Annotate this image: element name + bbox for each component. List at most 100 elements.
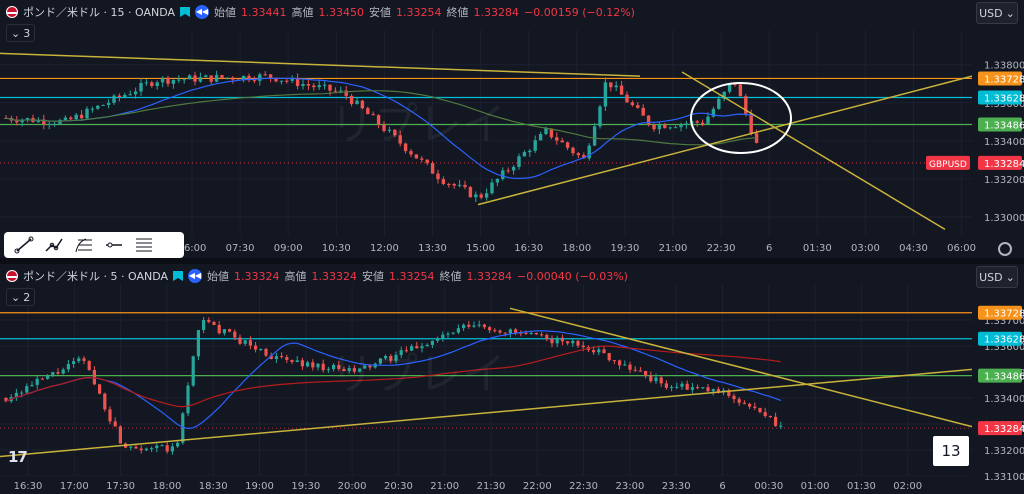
candle-body bbox=[744, 96, 748, 114]
path-tool[interactable] bbox=[44, 236, 64, 254]
candle-body bbox=[644, 370, 648, 376]
trend-line bbox=[681, 71, 946, 230]
chart-canvas-5m[interactable]: 1.337001.336001.335001.334001.333001.332… bbox=[0, 264, 1024, 494]
candle-body bbox=[399, 350, 403, 355]
candle-body bbox=[170, 446, 174, 452]
candle-body bbox=[404, 350, 408, 352]
chart-pane-15m[interactable]: 1.338001.336001.334001.332001.330001.337… bbox=[0, 0, 1024, 258]
candle-body bbox=[467, 324, 471, 327]
chart-pane-5m[interactable]: 1.337001.336001.335001.334001.333001.332… bbox=[0, 264, 1024, 494]
candle-body bbox=[4, 398, 8, 402]
candle-body bbox=[488, 327, 492, 331]
candle-body bbox=[456, 328, 460, 333]
candle-body bbox=[90, 108, 95, 110]
candle-body bbox=[503, 332, 507, 334]
candle-body bbox=[711, 389, 715, 392]
candle-body bbox=[360, 100, 365, 109]
candle-body bbox=[414, 154, 419, 159]
alert-bookmark-icon[interactable] bbox=[173, 271, 183, 281]
candle-body bbox=[160, 77, 165, 83]
candle-body bbox=[103, 393, 107, 410]
candle-body bbox=[517, 156, 521, 167]
gbp-flag-icon bbox=[6, 270, 18, 282]
symbol-title[interactable]: ポンド／米ドル · 15 · OANDA bbox=[23, 6, 175, 19]
price-label-text: 1.33728 bbox=[984, 309, 1024, 320]
candle-body bbox=[614, 85, 618, 88]
candle-body bbox=[587, 145, 591, 159]
replay-icon[interactable]: ◀◀ bbox=[195, 5, 209, 19]
time-tick-label: 06:00 bbox=[178, 243, 207, 254]
candle-body bbox=[758, 407, 762, 413]
candle-body bbox=[69, 117, 73, 120]
candle-body bbox=[259, 349, 263, 351]
candle-body bbox=[300, 360, 304, 367]
candle-body bbox=[144, 448, 148, 451]
price-label-text: 1.33628 bbox=[984, 93, 1024, 104]
candle-body bbox=[15, 120, 19, 123]
candle-body bbox=[264, 349, 268, 356]
candle-body bbox=[212, 321, 216, 325]
low-value: 1.33254 bbox=[389, 269, 435, 283]
time-tick-label: 02:00 bbox=[893, 481, 922, 492]
moving-average-slow bbox=[5, 345, 781, 408]
horizontal-ray-tool[interactable] bbox=[104, 236, 124, 254]
candle-body bbox=[363, 365, 367, 369]
candle-body bbox=[150, 448, 154, 450]
time-tick-label: 21:30 bbox=[477, 481, 506, 492]
time-tick-label: 15:00 bbox=[466, 243, 495, 254]
candle-body bbox=[501, 170, 505, 179]
indicators-toggle[interactable]: ⌄ 3 bbox=[6, 24, 36, 42]
candle-body bbox=[128, 94, 132, 96]
fib-tool[interactable] bbox=[74, 236, 94, 254]
candle-body bbox=[722, 91, 726, 99]
candle-body bbox=[77, 358, 81, 362]
candle-body bbox=[322, 84, 327, 86]
candle-body bbox=[268, 74, 273, 78]
indicators-toggle[interactable]: ⌄ 2 bbox=[6, 288, 36, 306]
replay-watermark: リプレイ bbox=[330, 349, 506, 400]
close-label: 終値 bbox=[439, 270, 462, 283]
candle-body bbox=[711, 108, 716, 117]
candle-body bbox=[316, 363, 320, 368]
candle-body bbox=[311, 362, 315, 368]
candle-body bbox=[700, 122, 705, 125]
candle-body bbox=[540, 334, 544, 336]
gear-icon[interactable] bbox=[998, 242, 1012, 256]
candle-body bbox=[328, 84, 332, 91]
candle-body bbox=[625, 94, 629, 103]
candle-body bbox=[247, 75, 251, 81]
candle-body bbox=[258, 74, 262, 81]
grid bbox=[0, 30, 972, 236]
candle-body bbox=[387, 129, 392, 131]
price-label-text: 1.33284 bbox=[984, 424, 1024, 435]
candle-body bbox=[290, 78, 294, 81]
chart-canvas-15m[interactable]: 1.338001.336001.334001.332001.330001.337… bbox=[0, 0, 1024, 258]
candle-body bbox=[646, 115, 651, 125]
lines-tool[interactable] bbox=[134, 236, 154, 254]
candle-body bbox=[738, 84, 743, 97]
currency-select[interactable]: USD ⌄ bbox=[976, 266, 1018, 288]
replay-icon[interactable]: ◀◀ bbox=[188, 269, 202, 283]
currency-select[interactable]: USD ⌄ bbox=[976, 2, 1018, 24]
candle-body bbox=[490, 182, 494, 194]
symbol-title[interactable]: ポンド／米ドル · 5 · OANDA bbox=[23, 270, 168, 283]
candle-body bbox=[342, 368, 346, 372]
pane-divider[interactable] bbox=[0, 258, 1024, 264]
candle-body bbox=[457, 184, 462, 186]
candle-body bbox=[420, 158, 424, 160]
candle-body bbox=[657, 124, 662, 130]
candle-body bbox=[550, 338, 554, 344]
candle-body bbox=[545, 334, 549, 339]
alert-bookmark-icon[interactable] bbox=[180, 7, 190, 17]
price-label-box bbox=[978, 90, 1022, 105]
symbol-legend: ポンド／米ドル · 15 · OANDA ◀◀ 始値 1.33441 高値 1.33… bbox=[6, 4, 635, 20]
candle-body bbox=[463, 184, 467, 188]
trend-line-tool[interactable] bbox=[14, 236, 34, 254]
time-tick-label: 18:00 bbox=[152, 481, 181, 492]
candle-body bbox=[619, 85, 624, 95]
candle-body bbox=[82, 358, 86, 361]
price-tick-label: 1.33100 bbox=[984, 472, 1024, 483]
candle-body bbox=[566, 341, 570, 344]
time-tick-label: 04:30 bbox=[899, 243, 928, 254]
candle-body bbox=[85, 108, 89, 119]
